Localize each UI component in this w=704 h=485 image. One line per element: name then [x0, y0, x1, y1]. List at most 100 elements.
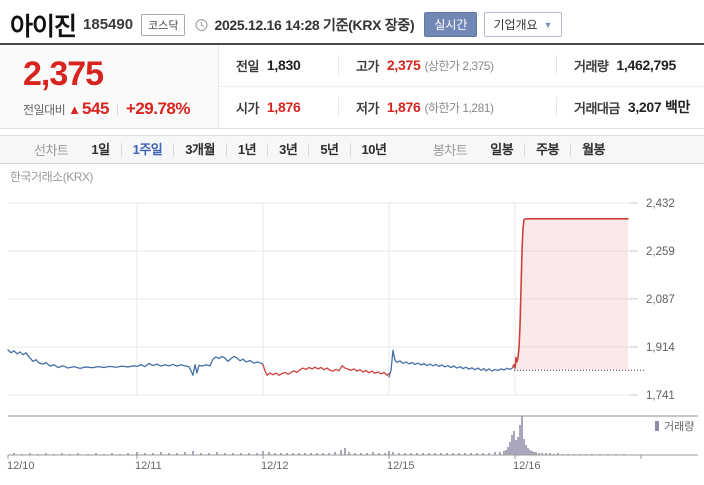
candle-chart-group-label: 봉차트: [432, 143, 468, 158]
volume-bar: [488, 453, 490, 455]
volume-bar: [440, 453, 442, 455]
realtime-button[interactable]: 실시간: [424, 12, 478, 37]
chart-area: 한국거래소(KRX) 2,432 2,259 2,087 1,914 1,741 12/1…: [0, 164, 704, 483]
company-overview-button[interactable]: 기업개요 ▼: [484, 12, 562, 37]
volume-value: 1,462,795: [616, 57, 676, 74]
volume-bar: [298, 453, 300, 455]
price-line-12-12: [262, 364, 390, 376]
high-value: 2,375: [386, 57, 421, 74]
volume-bar: [545, 453, 547, 455]
volume-bar: [144, 453, 146, 455]
trade-amount-cell: 거래대금 3,207 백만: [556, 97, 690, 118]
lower-limit-note: (하한가 1,281): [424, 100, 494, 115]
volume-bar: [256, 453, 258, 455]
volume-bar: [152, 453, 154, 455]
low-price-cell: 저가 1,876 (하한가 1,281): [338, 97, 556, 118]
chart-period-tabbar: 선차트 1일 1주일 3개월 1년 3년 5년 10년 봉차트 일봉 주봉 월봉: [0, 135, 704, 164]
volume-bar: [136, 452, 138, 455]
volume-bar: [268, 452, 270, 455]
volume-bar: [292, 453, 294, 455]
change-percent: +29.78%: [125, 99, 191, 118]
volume-bar: [248, 453, 250, 455]
volume-bar: [95, 453, 97, 455]
table-row: 전일 1,830 고가 2,375 (상한가 2,375) 거래량 1,462,…: [219, 45, 704, 87]
tab-monthly-candle[interactable]: 월봉: [570, 142, 616, 157]
low-label: 저가: [356, 100, 379, 116]
volume-bar: [304, 453, 306, 455]
x-axis-label: 12/12: [261, 460, 289, 472]
volume-bar: [310, 453, 312, 455]
dropdown-arrow-icon: ▼: [543, 19, 553, 30]
price-line-12-16: [512, 218, 629, 369]
volume-bar: [334, 452, 336, 455]
stock-name: 아이진: [10, 12, 77, 41]
volume-bar: [482, 453, 484, 455]
volume-bar: [404, 453, 406, 455]
volume-bar: [525, 445, 527, 455]
volume-bar: [328, 453, 330, 455]
volume-bar: [348, 452, 350, 455]
volume-bar: [372, 452, 374, 455]
volume-legend-label: 거래량: [664, 420, 694, 433]
upper-limit-note: (상한가 2,375): [424, 58, 494, 73]
price-change-line: 전일대비 ▲ 545 +29.78%: [23, 99, 218, 119]
up-triangle-icon: ▲: [68, 101, 82, 117]
price-volume-chart: 2,432 2,259 2,087 1,914 1,741 12/10 12/11 12/12…: [7, 198, 698, 472]
divider: [116, 102, 118, 116]
volume-bar: [208, 453, 210, 455]
tab-3year[interactable]: 3년: [267, 142, 308, 157]
volume-bar: [521, 416, 523, 455]
volume-bar: [384, 453, 386, 455]
volume-bar: [499, 452, 501, 455]
table-row: 시가 1,876 저가 1,876 (하한가 1,281) 거래대금 3,207…: [219, 87, 704, 128]
volume-bar: [262, 451, 264, 455]
current-price: 2,375: [23, 55, 104, 93]
prev-close-value: 1,830: [266, 57, 301, 74]
volume-bar: [494, 452, 496, 455]
volume-bar: [505, 450, 507, 455]
volume-bar: [458, 453, 460, 455]
volume-bar: [470, 453, 472, 455]
tab-daily-candle[interactable]: 일봉: [490, 141, 514, 157]
quote-info-table: 전일 1,830 고가 2,375 (상한가 2,375) 거래량 1,462,…: [219, 45, 704, 128]
tab-5year[interactable]: 5년: [308, 142, 349, 157]
volume-bar: [61, 453, 63, 455]
volume-bar: [517, 437, 519, 455]
volume-bar: [322, 453, 324, 455]
time-icon: [194, 17, 209, 32]
volume-bar: [511, 435, 513, 455]
tab-3month[interactable]: 3개월: [173, 142, 226, 157]
tab-10year[interactable]: 10년: [349, 142, 398, 157]
change-label: 전일대비: [23, 102, 66, 117]
tab-1week[interactable]: 1주일: [120, 142, 174, 157]
price-line-12-10: [7, 349, 138, 369]
volume-bar: [232, 453, 234, 455]
price-line-12-11: [136, 355, 264, 376]
market-badge-kosdaq: 코스닥: [141, 13, 186, 36]
volume-bar: [446, 453, 448, 455]
volume-bar: [280, 453, 282, 455]
tab-weekly-candle[interactable]: 주봉: [524, 142, 570, 157]
volume-bar: [398, 453, 400, 455]
volume-bar: [538, 453, 540, 455]
volume-bar: [176, 453, 178, 455]
tab-1day[interactable]: 1일: [91, 141, 110, 157]
exchange-source-label: 한국거래소(KRX): [10, 170, 93, 184]
volume-bar: [507, 447, 509, 455]
price-line-12-15: [388, 349, 514, 378]
volume-bar: [240, 453, 242, 455]
volume-bar: [184, 452, 186, 455]
volume-label: 거래량: [574, 58, 609, 74]
high-label: 고가: [356, 58, 379, 74]
volume-bar: [29, 453, 31, 455]
volume-bar: [416, 453, 418, 455]
company-overview-label: 기업개요: [493, 18, 538, 32]
volume-bar: [160, 452, 162, 455]
high-price-cell: 고가 2,375 (상한가 2,375): [338, 55, 556, 76]
header: 아이진 185490 코스닥 2025.12.16 14:28 기준(KRX 장…: [0, 0, 704, 41]
volume-bar: [422, 453, 424, 455]
volume-bar: [45, 453, 47, 455]
volume-bar: [452, 453, 454, 455]
tab-1year[interactable]: 1년: [225, 142, 267, 157]
